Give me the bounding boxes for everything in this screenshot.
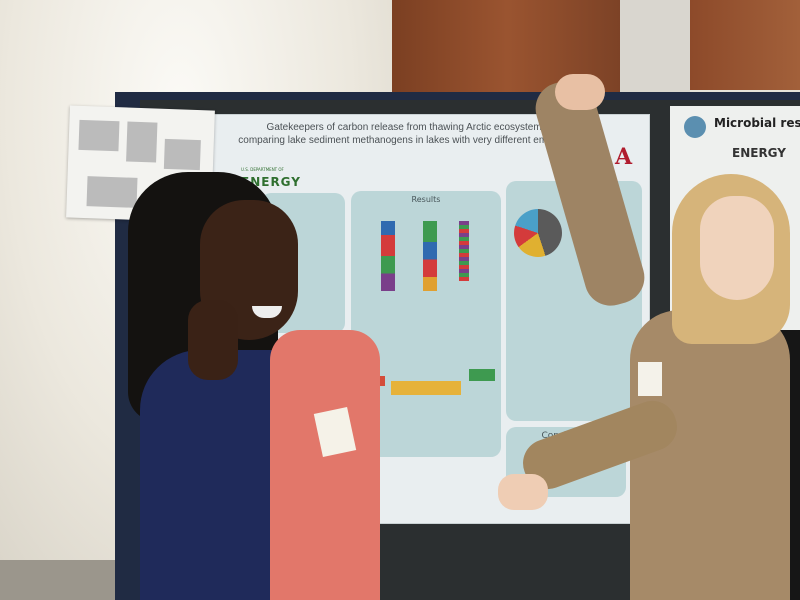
- poster-title: Gatekeepers of carbon release from thawi…: [209, 121, 607, 147]
- name-badge: [638, 362, 662, 396]
- university-logo: A: [615, 144, 633, 170]
- stacked-bar: [423, 221, 437, 291]
- wood-panel: [690, 0, 800, 90]
- thumbnail: [78, 119, 120, 152]
- person-right-pointing-hand: [498, 474, 548, 510]
- results-heading: Results: [411, 195, 441, 204]
- diagram-box: [469, 369, 495, 381]
- door-frame: [620, 0, 690, 96]
- legend-bar: [459, 221, 469, 281]
- stacked-bar: [381, 221, 395, 291]
- sponsor-small: U.S. DEPARTMENT OF: [241, 167, 284, 172]
- person-left-hand: [188, 300, 238, 380]
- person-left-smile: [252, 306, 282, 318]
- person-right-cardigan: [630, 310, 790, 600]
- arctic-logo: [684, 116, 706, 138]
- pie-chart: [514, 209, 562, 257]
- thumbnail: [126, 121, 158, 163]
- thumbnail: [163, 138, 201, 171]
- right-poster-title: Microbial respo: [714, 116, 800, 130]
- person-left-blouse: [270, 330, 380, 600]
- thumbnail: [86, 176, 138, 208]
- person-right-face: [700, 196, 774, 300]
- title-line-2: comparing lake sediment methanogens in l…: [238, 135, 578, 146]
- person-right-hand: [555, 74, 605, 110]
- right-sponsor-logo: ENERGY: [732, 146, 786, 160]
- title-line-1: Gatekeepers of carbon release from thawi…: [266, 122, 550, 133]
- diagram-box: [391, 381, 461, 395]
